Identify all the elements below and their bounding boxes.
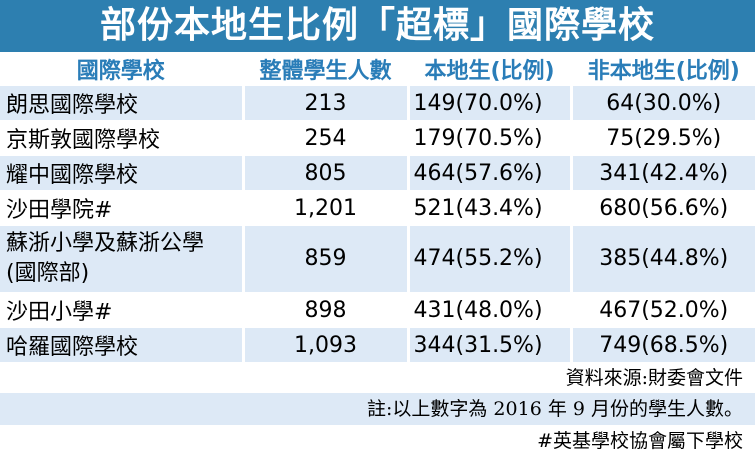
school-name: 京斯敦國際學校 [0, 120, 245, 156]
school-name: 朗思國際學校 [0, 86, 245, 121]
nonlocal-students: 467(52.0%) [599, 297, 729, 323]
local-students: 149(70.0%) [408, 86, 573, 121]
table-header-row: 國際學校 整體學生人數 本地生(比例) 非本地生(比例) [0, 52, 755, 86]
table-row: 沙田學院# 1,201 521(43.4%) 680(56.6%) [0, 190, 755, 226]
table-row: 朗思國際學校 213 149(70.0%) 64(30.0%) [0, 86, 755, 121]
table-row: 哈羅國際學校 1,093 344(31.5%) 749(68.5%) [0, 327, 755, 363]
table-row: 蘇浙小學及蘇浙公學 (國際部) 859 474(55.2%) 385(44.8%) [0, 225, 755, 293]
school-name: 蘇浙小學及蘇浙公學 (國際部) [0, 225, 245, 293]
table-row: 耀中國際學校 805 464(57.6%) 341(42.4%) [0, 155, 755, 191]
nonlocal-students: 341(42.4%) [571, 155, 755, 191]
total-students: 1,201 [243, 190, 410, 226]
school-name: 沙田學院# [0, 190, 245, 226]
local-students: 344(31.5%) [408, 327, 573, 363]
header-total: 整體學生人數 [243, 52, 410, 86]
table-row: 沙田小學# 898 431(48.0%) 467(52.0%) [0, 292, 755, 328]
remark-note: 註:以上數字為 2016 年 9 月份的學生人數。 [0, 393, 755, 425]
school-name-line1: 蘇浙小學及蘇浙公學 [6, 231, 205, 256]
nonlocal-students: 64(30.0%) [571, 86, 755, 121]
local-students: 521(43.4%) [408, 190, 573, 226]
local-students: 431(48.0%) [408, 292, 573, 328]
source-note: 資料來源:財委會文件 [565, 367, 743, 389]
nonlocal-students: 749(68.5%) [571, 327, 755, 363]
school-name: 耀中國際學校 [0, 155, 245, 191]
schools-table: 國際學校 整體學生人數 本地生(比例) 非本地生(比例) 朗思國際學校 213 … [0, 52, 755, 363]
total-students: 1,093 [243, 327, 410, 363]
nonlocal-students: 385(44.8%) [571, 225, 755, 293]
header-nonlocal: 非本地生(比例) [587, 59, 740, 84]
total-students: 254 [243, 120, 410, 156]
local-students: 464(57.6%) [408, 155, 573, 191]
total-students: 213 [243, 86, 410, 121]
school-name-line2: (國際部) [6, 261, 90, 286]
total-students: 859 [243, 225, 410, 293]
local-students: 179(70.5%) [408, 120, 573, 156]
footnote: #英基學校協會屬下學校 [537, 430, 743, 452]
header-school: 國際學校 [0, 52, 245, 86]
header-local: 本地生(比例) [408, 52, 573, 86]
local-students: 474(55.2%) [408, 225, 573, 293]
total-students: 898 [243, 292, 410, 328]
school-name: 沙田小學# [0, 292, 245, 328]
school-name: 哈羅國際學校 [0, 327, 245, 363]
total-students: 805 [243, 155, 410, 191]
nonlocal-students: 680(56.6%) [599, 195, 729, 221]
nonlocal-students: 75(29.5%) [606, 125, 722, 151]
page-title: 部份本地生比例「超標」國際學校 [0, 0, 755, 52]
table-row: 京斯敦國際學校 254 179(70.5%) 75(29.5%) [0, 120, 755, 156]
